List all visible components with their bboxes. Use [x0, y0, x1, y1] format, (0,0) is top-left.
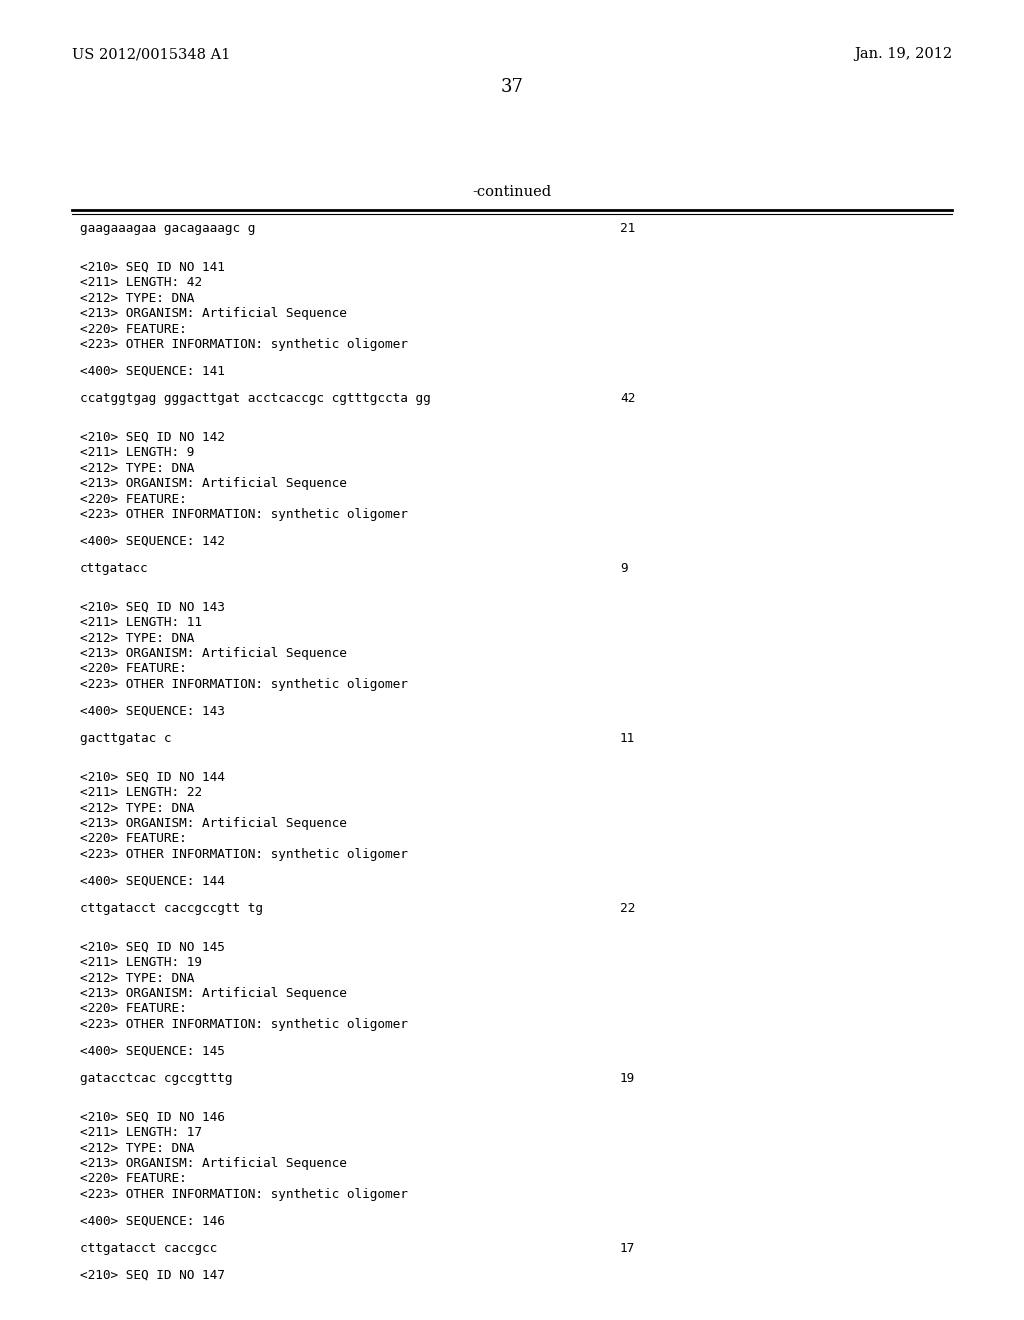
Text: <223> OTHER INFORMATION: synthetic oligomer: <223> OTHER INFORMATION: synthetic oligo… — [80, 678, 408, 690]
Text: <400> SEQUENCE: 143: <400> SEQUENCE: 143 — [80, 705, 225, 718]
Text: <400> SEQUENCE: 144: <400> SEQUENCE: 144 — [80, 875, 225, 888]
Text: <210> SEQ ID NO 142: <210> SEQ ID NO 142 — [80, 430, 225, 444]
Text: <212> TYPE: DNA: <212> TYPE: DNA — [80, 801, 195, 814]
Text: gacttgatac c: gacttgatac c — [80, 733, 171, 744]
Text: <223> OTHER INFORMATION: synthetic oligomer: <223> OTHER INFORMATION: synthetic oligo… — [80, 508, 408, 521]
Text: <213> ORGANISM: Artificial Sequence: <213> ORGANISM: Artificial Sequence — [80, 1158, 347, 1170]
Text: <213> ORGANISM: Artificial Sequence: <213> ORGANISM: Artificial Sequence — [80, 308, 347, 319]
Text: <210> SEQ ID NO 146: <210> SEQ ID NO 146 — [80, 1110, 225, 1123]
Text: <212> TYPE: DNA: <212> TYPE: DNA — [80, 292, 195, 305]
Text: <210> SEQ ID NO 141: <210> SEQ ID NO 141 — [80, 260, 225, 273]
Text: <211> LENGTH: 42: <211> LENGTH: 42 — [80, 276, 202, 289]
Text: <211> LENGTH: 17: <211> LENGTH: 17 — [80, 1126, 202, 1139]
Text: <213> ORGANISM: Artificial Sequence: <213> ORGANISM: Artificial Sequence — [80, 987, 347, 1001]
Text: 37: 37 — [501, 78, 523, 96]
Text: <220> FEATURE:: <220> FEATURE: — [80, 492, 186, 506]
Text: <400> SEQUENCE: 146: <400> SEQUENCE: 146 — [80, 1214, 225, 1228]
Text: <400> SEQUENCE: 145: <400> SEQUENCE: 145 — [80, 1045, 225, 1059]
Text: <223> OTHER INFORMATION: synthetic oligomer: <223> OTHER INFORMATION: synthetic oligo… — [80, 847, 408, 861]
Text: <211> LENGTH: 9: <211> LENGTH: 9 — [80, 446, 195, 459]
Text: ccatggtgag gggacttgat acctcaccgc cgtttgccta gg: ccatggtgag gggacttgat acctcaccgc cgtttgc… — [80, 392, 431, 405]
Text: 22: 22 — [620, 902, 635, 915]
Text: Jan. 19, 2012: Jan. 19, 2012 — [854, 48, 952, 61]
Text: <213> ORGANISM: Artificial Sequence: <213> ORGANISM: Artificial Sequence — [80, 817, 347, 830]
Text: cttgatacct caccgccgtt tg: cttgatacct caccgccgtt tg — [80, 902, 263, 915]
Text: 9: 9 — [620, 562, 628, 576]
Text: <210> SEQ ID NO 145: <210> SEQ ID NO 145 — [80, 940, 225, 953]
Text: cttgatacc: cttgatacc — [80, 562, 148, 576]
Text: <212> TYPE: DNA: <212> TYPE: DNA — [80, 1142, 195, 1155]
Text: 17: 17 — [620, 1242, 635, 1255]
Text: <210> SEQ ID NO 147: <210> SEQ ID NO 147 — [80, 1269, 225, 1282]
Text: 11: 11 — [620, 733, 635, 744]
Text: <213> ORGANISM: Artificial Sequence: <213> ORGANISM: Artificial Sequence — [80, 477, 347, 490]
Text: <211> LENGTH: 19: <211> LENGTH: 19 — [80, 956, 202, 969]
Text: <220> FEATURE:: <220> FEATURE: — [80, 663, 186, 676]
Text: 42: 42 — [620, 392, 635, 405]
Text: <211> LENGTH: 22: <211> LENGTH: 22 — [80, 785, 202, 799]
Text: <220> FEATURE:: <220> FEATURE: — [80, 1172, 186, 1185]
Text: <212> TYPE: DNA: <212> TYPE: DNA — [80, 462, 195, 474]
Text: <210> SEQ ID NO 143: <210> SEQ ID NO 143 — [80, 601, 225, 614]
Text: <211> LENGTH: 11: <211> LENGTH: 11 — [80, 616, 202, 630]
Text: <210> SEQ ID NO 144: <210> SEQ ID NO 144 — [80, 771, 225, 784]
Text: <223> OTHER INFORMATION: synthetic oligomer: <223> OTHER INFORMATION: synthetic oligo… — [80, 1188, 408, 1201]
Text: 19: 19 — [620, 1072, 635, 1085]
Text: US 2012/0015348 A1: US 2012/0015348 A1 — [72, 48, 230, 61]
Text: <220> FEATURE:: <220> FEATURE: — [80, 322, 186, 335]
Text: <400> SEQUENCE: 142: <400> SEQUENCE: 142 — [80, 535, 225, 548]
Text: <220> FEATURE:: <220> FEATURE: — [80, 1002, 186, 1015]
Text: <223> OTHER INFORMATION: synthetic oligomer: <223> OTHER INFORMATION: synthetic oligo… — [80, 1018, 408, 1031]
Text: <212> TYPE: DNA: <212> TYPE: DNA — [80, 631, 195, 644]
Text: <212> TYPE: DNA: <212> TYPE: DNA — [80, 972, 195, 985]
Text: <213> ORGANISM: Artificial Sequence: <213> ORGANISM: Artificial Sequence — [80, 647, 347, 660]
Text: <220> FEATURE:: <220> FEATURE: — [80, 833, 186, 846]
Text: -continued: -continued — [472, 185, 552, 199]
Text: 21: 21 — [620, 222, 635, 235]
Text: gatacctcac cgccgtttg: gatacctcac cgccgtttg — [80, 1072, 232, 1085]
Text: gaagaaagaa gacagaaagc g: gaagaaagaa gacagaaagc g — [80, 222, 255, 235]
Text: <400> SEQUENCE: 141: <400> SEQUENCE: 141 — [80, 366, 225, 378]
Text: cttgatacct caccgcc: cttgatacct caccgcc — [80, 1242, 217, 1255]
Text: <223> OTHER INFORMATION: synthetic oligomer: <223> OTHER INFORMATION: synthetic oligo… — [80, 338, 408, 351]
